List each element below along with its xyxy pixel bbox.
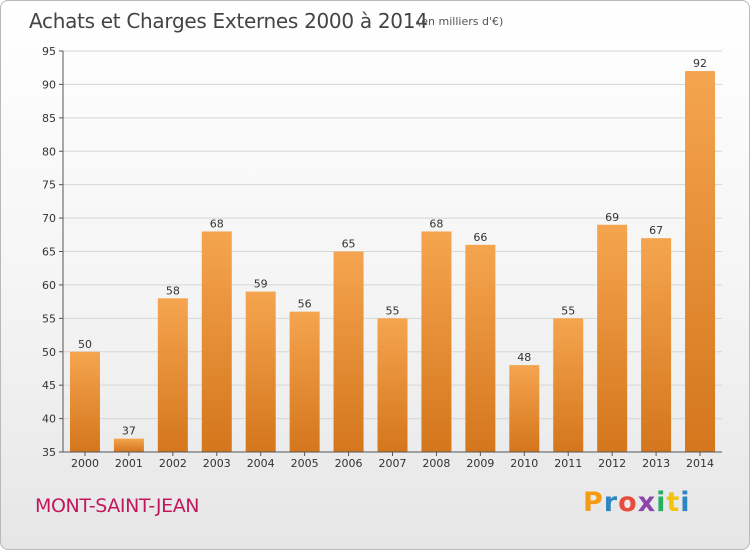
logo-letter: o bbox=[618, 487, 638, 518]
data-label-2005: 56 bbox=[298, 298, 312, 311]
bar-2006 bbox=[333, 251, 364, 452]
bar-2014 bbox=[685, 71, 716, 453]
proxiti-logo: Proxiti bbox=[583, 487, 691, 518]
data-label-2000: 50 bbox=[78, 338, 92, 351]
data-label-2001: 37 bbox=[122, 425, 136, 438]
y-tick-label: 40 bbox=[42, 413, 56, 426]
data-label-2014: 92 bbox=[693, 57, 707, 70]
bar-2001 bbox=[113, 438, 144, 452]
bar-2007 bbox=[377, 318, 408, 452]
data-label-2008: 68 bbox=[429, 217, 443, 230]
y-tick-label: 55 bbox=[42, 312, 56, 325]
data-label-2010: 48 bbox=[517, 351, 531, 364]
axes: 35 40 45 50 55 60 65 70 75 80 85 90 95 2000 2001 2002 20… bbox=[42, 45, 722, 470]
logo-letter: t bbox=[666, 487, 681, 518]
data-label-2011: 55 bbox=[561, 304, 575, 317]
logo-letter: i bbox=[656, 487, 667, 518]
x-tick-label: 2009 bbox=[466, 457, 494, 470]
data-label-2013: 67 bbox=[649, 224, 663, 237]
x-tick-label: 2014 bbox=[686, 457, 714, 470]
data-label-2002: 58 bbox=[166, 284, 180, 297]
y-tick-label: 65 bbox=[42, 246, 56, 259]
y-tick-label: 70 bbox=[42, 212, 56, 225]
x-tick-label: 2002 bbox=[159, 457, 187, 470]
y-tick-label: 50 bbox=[42, 346, 56, 359]
bar-2009 bbox=[465, 244, 496, 452]
bar-2004 bbox=[245, 291, 276, 452]
bar-2013 bbox=[641, 238, 672, 452]
y-tick-label: 35 bbox=[42, 446, 56, 459]
x-tick-label: 2011 bbox=[554, 457, 582, 470]
chart-title: Achats et Charges Externes 2000 à 2014 bbox=[29, 9, 428, 33]
y-tick-label: 80 bbox=[42, 145, 56, 158]
bars bbox=[69, 71, 716, 453]
data-label-2003: 68 bbox=[210, 217, 224, 230]
logo-letter: i bbox=[680, 487, 691, 518]
logo-letter: P bbox=[583, 487, 604, 518]
bar-2000 bbox=[69, 351, 100, 452]
data-label-2009: 66 bbox=[473, 231, 487, 244]
x-tick-label: 2007 bbox=[379, 457, 407, 470]
y-tick-label: 75 bbox=[42, 179, 56, 192]
y-tick-label: 60 bbox=[42, 279, 56, 292]
bar-2003 bbox=[201, 231, 232, 452]
x-tick-label: 2005 bbox=[291, 457, 319, 470]
x-tick-label: 2006 bbox=[335, 457, 363, 470]
data-label-2006: 65 bbox=[342, 238, 356, 251]
x-tick-label: 2010 bbox=[510, 457, 538, 470]
y-tick-label: 85 bbox=[42, 112, 56, 125]
x-tick-label: 2003 bbox=[203, 457, 231, 470]
x-tick-label: 2001 bbox=[115, 457, 143, 470]
bar-2012 bbox=[597, 224, 628, 452]
x-tick-label: 2008 bbox=[422, 457, 450, 470]
bar-2011 bbox=[553, 318, 584, 452]
bar-2010 bbox=[509, 365, 540, 452]
data-label-2004: 59 bbox=[254, 278, 268, 291]
data-label-2007: 55 bbox=[386, 304, 400, 317]
bar-2002 bbox=[157, 298, 188, 452]
chart-subtitle: (en milliers d'€) bbox=[417, 15, 504, 28]
bar-2008 bbox=[421, 231, 452, 452]
logo-letter: r bbox=[603, 487, 619, 518]
x-tick-label: 2012 bbox=[598, 457, 626, 470]
bar-2005 bbox=[289, 311, 320, 452]
logo-letter: x bbox=[637, 487, 657, 518]
y-tick-label: 90 bbox=[42, 78, 56, 91]
data-labels: 50 37 58 68 59 56 65 55 68 66 48 55 69 67 92 bbox=[78, 57, 707, 438]
x-tick-label: 2004 bbox=[247, 457, 275, 470]
x-tick-label: 2000 bbox=[71, 457, 99, 470]
y-tick-label: 45 bbox=[42, 379, 56, 392]
commune-name: MONT-SAINT-JEAN bbox=[35, 495, 200, 517]
data-label-2012: 69 bbox=[605, 211, 619, 224]
x-tick-label: 2013 bbox=[642, 457, 670, 470]
y-tick-label: 95 bbox=[42, 45, 56, 58]
